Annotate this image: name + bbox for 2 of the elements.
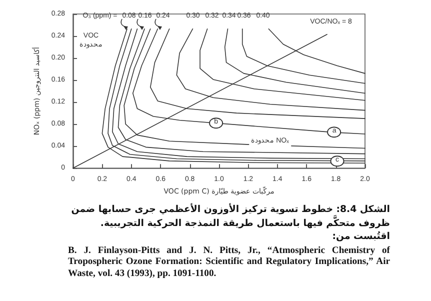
text: B. J. Finlayson-Pitts and J. N. Pitts, Jr., “Atmospheric Chemistry of Tropospheric Ozone Formation: Scientific and Regulatory Implications,” Air Waste, vol. 43 (1993), pp. 1091-1100. <box>68 244 390 280</box>
text: الشكل 8.4: خطوط تسوية تركيز الأوزون الأعظمي جرى حسابها ضمن ظروف متحكَّم فيها باستعمال طريقة النمذجة الحركية التجريبية. اقتُبست من: <box>70 203 390 244</box>
